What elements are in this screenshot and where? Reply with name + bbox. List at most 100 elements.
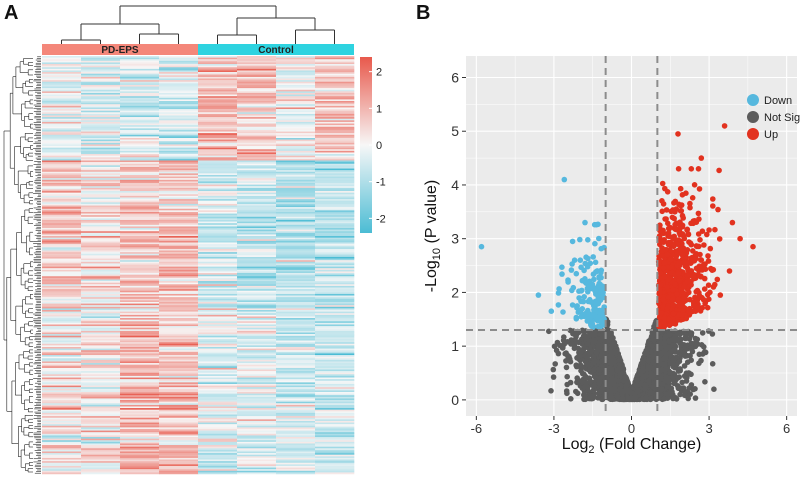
heatmap-cell	[315, 326, 355, 328]
heatmap-cell	[237, 228, 277, 230]
heatmap-cell	[42, 81, 82, 84]
heatmap-cell	[237, 173, 277, 176]
heatmap-cell	[276, 115, 316, 118]
heatmap-cell	[315, 242, 355, 245]
heatmap-cell	[198, 97, 238, 100]
heatmap-cell	[120, 207, 160, 209]
heatmap-cell	[159, 314, 199, 317]
heatmap-cell	[198, 211, 238, 214]
group-label-control: Control	[258, 45, 294, 56]
heatmap-cell	[81, 351, 121, 354]
heatmap-cell	[81, 277, 121, 280]
heatmap-cell	[315, 311, 355, 314]
heatmap-cell	[276, 392, 316, 394]
heatmap-cell	[159, 73, 199, 76]
heatmap-cell	[198, 385, 238, 388]
heatmap-cell	[42, 403, 82, 406]
heatmap-cell	[42, 205, 82, 208]
heatmap-cell	[159, 300, 199, 303]
heatmap-cell	[81, 355, 121, 357]
heatmap-cell	[276, 131, 316, 134]
heatmap-cell	[198, 104, 238, 107]
heatmap-cell	[237, 326, 277, 328]
heatmap-cell	[42, 218, 82, 221]
heatmap-cell	[120, 237, 160, 240]
heatmap-cell	[198, 419, 238, 422]
heatmap-cell	[159, 388, 199, 391]
heatmap-cell	[81, 248, 121, 251]
heatmap-cell	[198, 56, 238, 58]
heatmap-cell	[315, 121, 355, 124]
heatmap-cell	[120, 248, 160, 251]
heatmap-cell	[159, 440, 199, 443]
heatmap-cell	[315, 146, 355, 148]
heatmap-cell	[198, 440, 238, 443]
heatmap-cell	[315, 239, 355, 242]
heatmap-cell	[237, 170, 277, 173]
heatmap-cell	[42, 160, 82, 163]
heatmap-cell	[198, 356, 238, 359]
heatmap-cell	[198, 469, 238, 472]
heatmap-cell	[159, 393, 199, 396]
heatmap-cell	[159, 239, 199, 242]
heatmap-cell	[237, 83, 277, 86]
heatmap-cell	[159, 155, 199, 158]
heatmap-cell	[198, 218, 238, 221]
heatmap-cell	[42, 221, 82, 224]
heatmap-cell	[276, 311, 316, 314]
heatmap-cell	[120, 383, 160, 386]
heatmap-cell	[120, 276, 160, 279]
heatmap-cell	[120, 284, 160, 287]
heatmap-cell	[198, 176, 238, 179]
heatmap-cell	[198, 375, 238, 378]
heatmap-cell	[276, 318, 316, 320]
heatmap-cell	[81, 184, 121, 187]
heatmap-cell	[237, 181, 277, 184]
heatmap-cell	[81, 412, 121, 415]
heatmap-cell	[237, 203, 277, 206]
heatmap-cell	[276, 137, 316, 140]
heatmap-cell	[120, 84, 160, 87]
heatmap-cell	[42, 334, 82, 336]
heatmap-cell	[159, 398, 199, 401]
heatmap-cell	[120, 136, 160, 139]
heatmap-cell	[42, 150, 82, 153]
heatmap-cell	[81, 350, 121, 353]
heatmap-cell	[237, 57, 277, 60]
heatmap-cell	[159, 462, 199, 465]
heatmap-cell	[120, 279, 160, 282]
heatmap-cell	[315, 303, 355, 306]
heatmap-cell	[315, 64, 355, 66]
heatmap-cell	[159, 316, 199, 319]
heatmap-cell	[159, 416, 199, 418]
heatmap-cell	[276, 366, 316, 369]
heatmap-cell	[237, 118, 277, 121]
heatmap-cell	[276, 454, 316, 457]
point-not-sig	[550, 366, 557, 373]
heatmap-cell	[81, 348, 121, 351]
heatmap-cell	[198, 245, 238, 248]
heatmap-cell	[237, 110, 277, 113]
heatmap-cell	[159, 202, 199, 205]
point-not-sig	[574, 375, 580, 381]
heatmap-cell	[120, 274, 160, 277]
heatmap-cell	[237, 179, 277, 182]
heatmap-cell	[42, 118, 82, 121]
heatmap-cell	[315, 338, 355, 341]
heatmap-cell	[42, 374, 82, 377]
heatmap-cell	[276, 136, 316, 139]
heatmap-cell	[237, 139, 277, 142]
heatmap-cell	[120, 308, 160, 311]
heatmap-cell	[81, 321, 121, 324]
heatmap-cell	[237, 438, 277, 441]
heatmap-cell	[315, 327, 355, 330]
heatmap-cell	[315, 380, 355, 383]
heatmap-cell	[198, 123, 238, 126]
heatmap-cell	[315, 194, 355, 197]
heatmap-cell	[159, 353, 199, 356]
heatmap-cell	[315, 216, 355, 219]
heatmap-cell	[237, 120, 277, 123]
heatmap-cell	[237, 113, 277, 116]
heatmap-cell	[276, 231, 316, 234]
heatmap-cell	[315, 131, 355, 134]
